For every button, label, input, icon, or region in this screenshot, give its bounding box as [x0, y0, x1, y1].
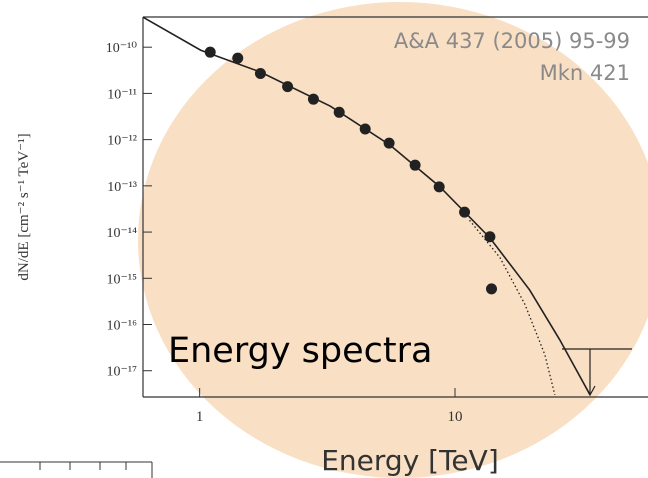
annotation: Energy spectra: [168, 331, 432, 371]
y-tick-label: 10⁻¹³: [107, 180, 137, 195]
y-tick-label: 10⁻¹⁷: [107, 365, 138, 380]
x-axis-label: Energy [TeV]: [321, 444, 499, 477]
background-ellipse: [138, 2, 648, 478]
x-tick-label: 10: [447, 409, 462, 425]
fit-curve: [142, 16, 591, 396]
y-axis-label: dN/dE [cm⁻² s⁻¹ TeV⁻¹]: [16, 133, 32, 280]
data-point: [486, 283, 498, 295]
y-tick-label: 10⁻¹⁶: [107, 319, 138, 334]
y-tick-label: 10⁻¹⁵: [107, 272, 138, 287]
x-tick-label: 1: [196, 409, 204, 425]
annotation: A&A 437 (2005) 95-99: [394, 29, 630, 53]
y-tick-label: 10⁻¹⁰: [106, 41, 138, 56]
y-tick-label: 10⁻¹²: [107, 134, 137, 149]
y-tick-label: 10⁻¹⁴: [107, 226, 138, 241]
data-point: [232, 52, 244, 64]
annotation: Mkn 421: [540, 61, 630, 85]
fit-curve: [469, 219, 556, 396]
side-chart-fragment: [0, 461, 153, 478]
y-tick-label: 10⁻¹¹: [107, 87, 137, 102]
